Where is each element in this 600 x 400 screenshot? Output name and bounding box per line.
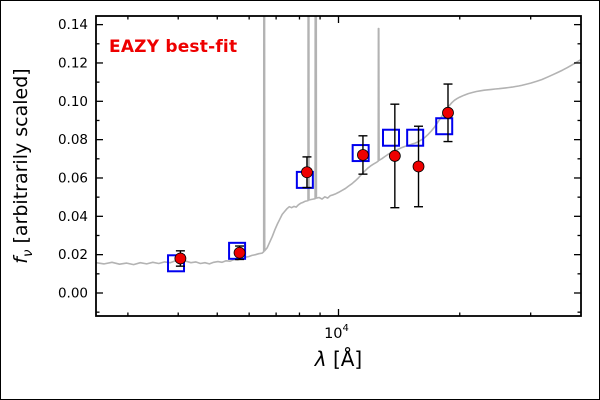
y-tick-label: 0.06 <box>58 170 88 186</box>
model-photometry-point <box>351 144 370 163</box>
best-fit-annotation: EAZY best-fit <box>109 37 238 57</box>
model-photometry-point <box>381 128 400 147</box>
observed-photometry-point <box>388 150 401 162</box>
observed-photometry-point <box>357 149 369 161</box>
observed-photometry-series <box>174 106 454 265</box>
x-axis-unit: [Å] <box>326 347 363 371</box>
model-photometry-point <box>435 117 454 136</box>
observed-photometry-point <box>412 160 425 173</box>
x-tick-label: 104 <box>324 323 349 342</box>
y-axis-unit: [arbitrarily scaled] <box>10 68 32 250</box>
y-tick-label: 0.02 <box>58 247 88 263</box>
y-tick-labels: 0.00 0.02 0.04 0.06 0.08 0.10 0.12 0.14 <box>58 17 88 301</box>
nu-subscript: ν <box>20 249 36 257</box>
observed-photometry-point <box>233 246 246 259</box>
y-axis-label: fν [arbitrarily scaled] <box>10 6 36 326</box>
observed-photometry-point <box>174 252 187 265</box>
model-photometry-point <box>406 128 425 147</box>
y-tick-label: 0.08 <box>58 132 88 148</box>
fnu-symbol: f <box>10 256 32 264</box>
y-tick-label: 0.14 <box>58 17 88 33</box>
y-tick-label: 0.00 <box>58 285 88 301</box>
y-tick-label: 0.12 <box>58 55 88 71</box>
x-axis-label: λ [Å] <box>96 347 581 371</box>
y-tick-label: 0.10 <box>58 94 88 110</box>
axis-ticks <box>96 16 581 316</box>
observed-photometry-point <box>301 166 313 179</box>
spectrum-line <box>96 16 581 266</box>
observed-photometry-point <box>442 106 454 119</box>
lambda-symbol: λ <box>314 347 327 371</box>
x-tick-labels: 104 <box>324 323 349 342</box>
y-tick-label: 0.04 <box>58 209 88 225</box>
